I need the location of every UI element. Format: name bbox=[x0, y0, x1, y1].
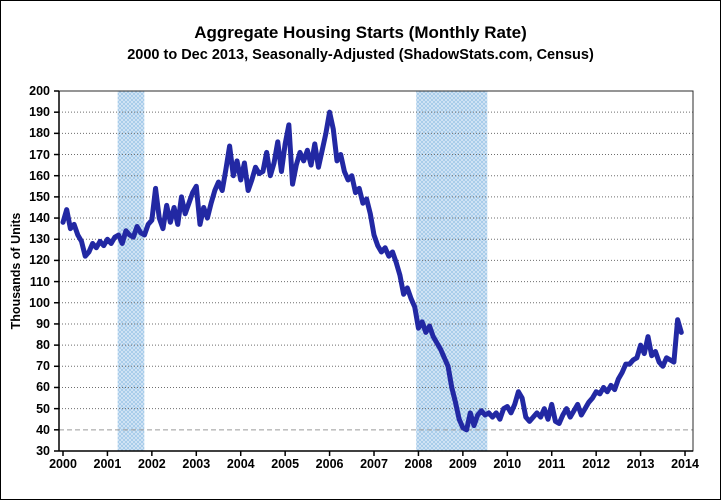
chart-title: Aggregate Housing Starts (Monthly Rate) bbox=[194, 23, 527, 42]
x-tick-label: 2009 bbox=[448, 457, 477, 471]
x-tick-label: 2010 bbox=[493, 457, 522, 471]
y-tick-label: 200 bbox=[29, 84, 50, 98]
x-tick-label: 2008 bbox=[404, 457, 433, 471]
x-tick-label: 2011 bbox=[538, 457, 566, 471]
y-tick-label: 120 bbox=[29, 253, 50, 268]
x-tick-label: 2005 bbox=[271, 457, 300, 471]
housing-starts-line bbox=[60, 109, 684, 433]
y-tick-label: 40 bbox=[36, 422, 50, 437]
y-tick-label: 70 bbox=[36, 359, 50, 374]
y-tick-label: 60 bbox=[36, 380, 50, 395]
plot-border bbox=[58, 90, 694, 452]
x-tick-label: 2003 bbox=[182, 457, 211, 471]
y-tick-label: 100 bbox=[29, 295, 50, 310]
x-tick-label: 2000 bbox=[49, 457, 77, 471]
y-tick-label: 130 bbox=[29, 232, 50, 247]
chart-subtitle: 2000 to Dec 2013, Seasonally-Adjusted (S… bbox=[127, 47, 594, 63]
y-tick-label: 150 bbox=[29, 189, 50, 204]
x-tick-label: 2002 bbox=[137, 457, 166, 471]
y-tick-label: 160 bbox=[29, 168, 50, 183]
x-tick-label: 2013 bbox=[626, 457, 655, 471]
x-tick-label: 2001 bbox=[93, 457, 122, 471]
y-tick-label: 30 bbox=[36, 444, 50, 458]
y-tick-label: 90 bbox=[36, 316, 50, 331]
x-tick-label: 2006 bbox=[315, 457, 344, 471]
y-tick-label: 170 bbox=[29, 147, 50, 162]
x-tick-label: 2004 bbox=[226, 457, 255, 471]
x-tick-label: 2007 bbox=[360, 457, 388, 471]
y-tick-label: 140 bbox=[29, 211, 50, 226]
x-tick-label: 2014 bbox=[671, 457, 699, 471]
recession-band bbox=[117, 91, 145, 451]
y-tick-label: 180 bbox=[29, 126, 50, 141]
y-tick-label: 110 bbox=[29, 274, 50, 289]
x-tick-label: 2012 bbox=[582, 457, 611, 471]
y-tick-label: 80 bbox=[36, 338, 50, 353]
y-tick-label: 190 bbox=[29, 105, 50, 120]
y-tick-label: 50 bbox=[36, 401, 50, 416]
